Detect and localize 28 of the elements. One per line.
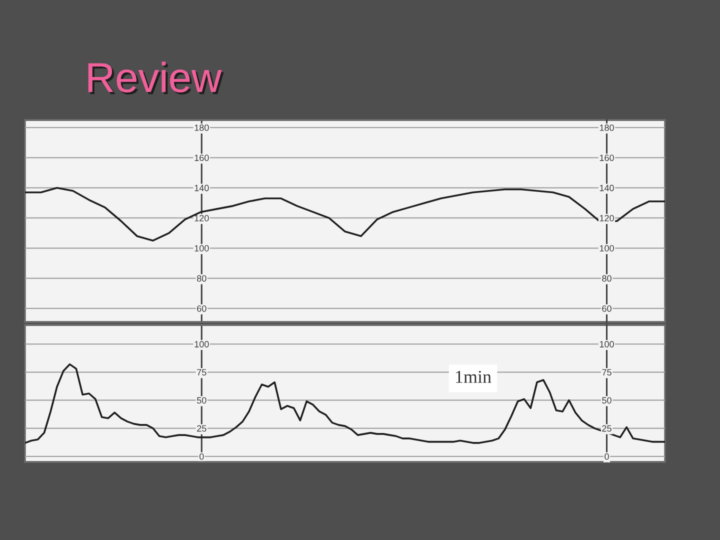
y-tick-label: 50 <box>196 397 206 404</box>
line-series <box>25 186 665 242</box>
y-tick-label: 75 <box>197 369 206 376</box>
y-tick-label: 100 <box>194 245 209 252</box>
y2-tick-label: 100 <box>600 341 614 348</box>
y2-tick-label: 120 <box>600 214 614 222</box>
y-tick-label: 0 <box>199 453 204 460</box>
y-tick-label: 100 <box>194 341 209 348</box>
annotation: 1min <box>456 370 492 383</box>
y2-tick-label: 50 <box>602 397 612 404</box>
y-tick-label: 80 <box>197 275 206 282</box>
y-tick-label: 120 <box>194 214 209 222</box>
chart-title: Review <box>88 62 224 94</box>
y2-tick-label: 100 <box>600 245 614 252</box>
y-tick-label: 60 <box>197 305 206 312</box>
y2-tick-label: 80 <box>602 275 612 282</box>
y2-tick-label: 60 <box>602 305 612 312</box>
line-series <box>25 363 665 444</box>
y-tick-label: 25 <box>197 425 206 432</box>
y2-tick-label: 75 <box>602 369 612 376</box>
y2-tick-label: 180 <box>600 124 614 131</box>
y2-tick-label: 0 <box>604 453 609 460</box>
y-tick-label: 140 <box>194 184 209 192</box>
y-tick-label: 160 <box>194 154 209 162</box>
y-tick-label: 180 <box>194 124 209 131</box>
y2-tick-label: 140 <box>600 184 614 192</box>
y2-tick-label: 160 <box>600 154 614 162</box>
y2-tick-label: 25 <box>602 425 612 432</box>
